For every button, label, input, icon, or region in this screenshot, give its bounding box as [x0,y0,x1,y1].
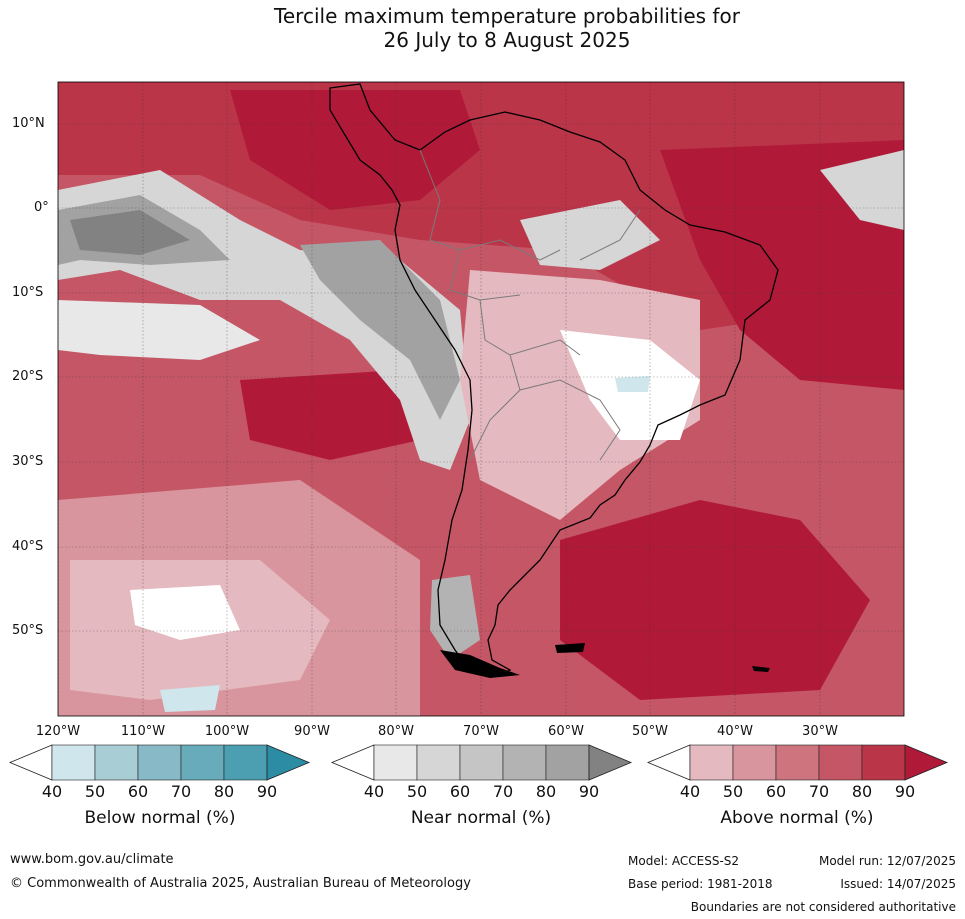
footer-model-run: Model run: 12/07/2025 [818,854,956,868]
map-title: Tercile maximum temperature probabilitie… [0,4,965,52]
near-normal-title: Near normal (%) [410,808,552,828]
near-normal-patagonia [430,575,480,660]
below-colorbar-tick: 40 [41,782,63,801]
tierra-del-fuego [440,650,520,678]
below-colorbar-segment [94,744,139,781]
lon-label-100w: 100°W [204,724,250,739]
footer-base-period: Base period: 1981-2018 [628,877,773,891]
below-colorbar-tick: 80 [213,782,235,801]
near-colorbar-right-arrow [588,744,633,781]
footer-issued: Issued: 14/07/2025 [840,877,956,891]
near-colorbar-segment [545,744,590,781]
near-colorbar-left-arrow [330,744,375,781]
footer-url: www.bom.gov.au/climate [10,852,174,867]
lat-label-50s: 50°S [12,623,44,638]
near-normal-light-patch [58,300,260,360]
below-colorbar-segment [180,744,225,781]
lon-label-90w: 90°W [294,724,330,739]
near-normal-atlantic-east [820,150,904,230]
title-line-1: Tercile maximum temperature probabilitie… [274,4,740,28]
lat-label-20s: 20°S [12,369,44,384]
below-colorbar-left-arrow [8,744,53,781]
strongest-above-south-atlantic [560,500,870,700]
footer-disclaimer: Boundaries are not considered authoritat… [690,900,956,914]
map-frame [57,81,905,717]
above-colorbar-segment [818,744,863,781]
near-normal-darker-pacific [70,210,190,255]
lon-label-120w: 120°W [35,724,81,739]
above-colorbar-tick: 60 [765,782,787,801]
near-colorbar-segment [459,744,504,781]
lat-label-0: 0° [34,200,49,215]
country-borders [419,149,641,461]
falkland-islands [555,643,585,653]
below-colorbar-tick: 90 [256,782,278,801]
lon-label-80w: 80°W [378,724,414,739]
lon-label-60w: 60°W [548,724,584,739]
lat-label-40s: 40°S [12,539,44,554]
below-colorbar-segment [137,744,182,781]
lon-label-40w: 40°W [717,724,753,739]
below-colorbar-tick: 60 [127,782,149,801]
lat-label-30s: 30°S [12,454,44,469]
near-colorbar-tick: 90 [578,782,600,801]
above-colorbar-tick: 50 [722,782,744,801]
near-colorbar-tick: 40 [363,782,385,801]
above-colorbar-segment [732,744,777,781]
above-colorbar-tick: 40 [679,782,701,801]
lon-label-30w: 30°W [802,724,838,739]
white-patch-south-pacific [130,585,240,640]
below-patch-south-pacific [160,685,220,712]
near-colorbar-tick: 50 [406,782,428,801]
below-colorbar-tick: 70 [170,782,192,801]
below-patch-brazil [615,376,650,392]
above-colorbar-segment [775,744,820,781]
above-colorbar-segment [689,744,734,781]
strongest-above-atlantic [660,140,904,390]
above-colorbar-right-arrow [904,744,949,781]
near-colorbar-tick: 80 [535,782,557,801]
lat-label-10s: 10°S [12,285,44,300]
below-colorbar-right-arrow [266,744,311,781]
near-colorbar-segment [416,744,461,781]
below-colorbar-tick: 50 [84,782,106,801]
lon-label-110w: 110°W [120,724,166,739]
above-normal-title: Above normal (%) [720,808,874,828]
below-colorbar-segment [51,744,96,781]
colorbars [8,744,949,781]
above-colorbar-tick: 80 [851,782,873,801]
title-line-2: 26 July to 8 August 2025 [383,28,631,52]
near-colorbar-tick: 60 [449,782,471,801]
footer-copyright: © Commonwealth of Australia 2025, Austra… [10,876,471,891]
footer-model: Model: ACCESS-S2 [628,854,740,868]
strongest-above-pacific-north [230,90,480,210]
near-normal-coast [300,240,460,420]
near-colorbar-tick: 70 [492,782,514,801]
lon-label-70w: 70°W [463,724,499,739]
above-colorbar-left-arrow [646,744,691,781]
lat-label-10n: 10°N [12,116,45,131]
near-colorbar-segment [502,744,547,781]
above-colorbar-tick: 90 [894,782,916,801]
below-normal-title: Below normal (%) [84,808,236,828]
gridlines [57,82,904,716]
above-colorbar-tick: 70 [808,782,830,801]
south-america-coastline [329,83,779,676]
south-georgia [752,666,770,672]
lon-label-50w: 50°W [632,724,668,739]
near-colorbar-segment [373,744,418,781]
above-colorbar-segment [861,744,906,781]
strongest-above-pacific-mid [240,370,420,460]
below-colorbar-segment [223,744,268,781]
continent-light-interior [460,270,700,520]
